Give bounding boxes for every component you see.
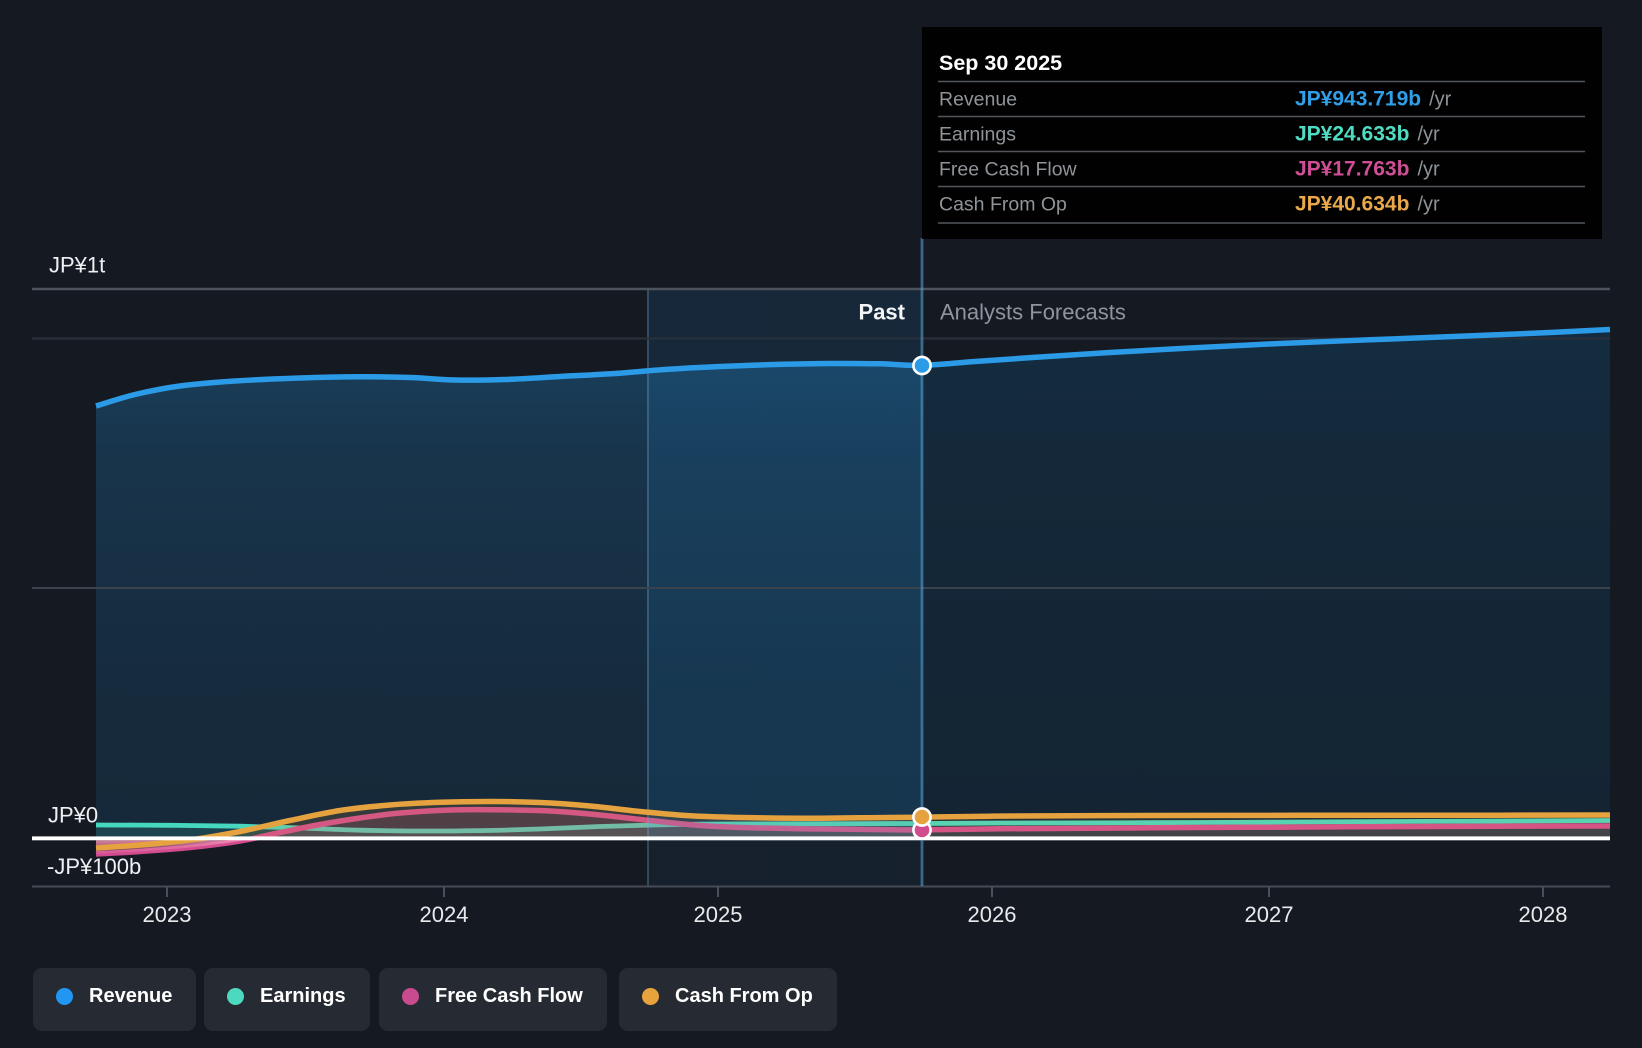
svg-text:2023: 2023 <box>143 902 192 927</box>
svg-text:JP¥943.719b/yr: JP¥943.719b/yr <box>1295 88 1452 111</box>
svg-text:-JP¥100b: -JP¥100b <box>47 854 141 879</box>
svg-text:JP¥1t: JP¥1t <box>49 253 105 278</box>
svg-text:Sep 30 2025: Sep 30 2025 <box>939 51 1062 75</box>
svg-text:JP¥0: JP¥0 <box>48 802 98 827</box>
svg-text:2028: 2028 <box>1519 902 1568 927</box>
svg-text:Analysts Forecasts: Analysts Forecasts <box>940 300 1126 325</box>
svg-text:2026: 2026 <box>968 902 1017 927</box>
svg-text:JP¥40.634b/yr: JP¥40.634b/yr <box>1295 193 1440 216</box>
svg-text:2024: 2024 <box>420 902 469 927</box>
svg-text:2025: 2025 <box>694 902 743 927</box>
svg-text:JP¥17.763b/yr: JP¥17.763b/yr <box>1295 158 1440 181</box>
svg-text:2027: 2027 <box>1245 902 1294 927</box>
svg-text:Revenue: Revenue <box>939 89 1017 111</box>
svg-text:Past: Past <box>859 300 906 325</box>
svg-text:Earnings: Earnings <box>939 124 1016 146</box>
svg-text:Free Cash Flow: Free Cash Flow <box>939 159 1078 181</box>
svg-text:Cash From Op: Cash From Op <box>939 194 1067 216</box>
svg-text:JP¥24.633b/yr: JP¥24.633b/yr <box>1295 123 1440 146</box>
